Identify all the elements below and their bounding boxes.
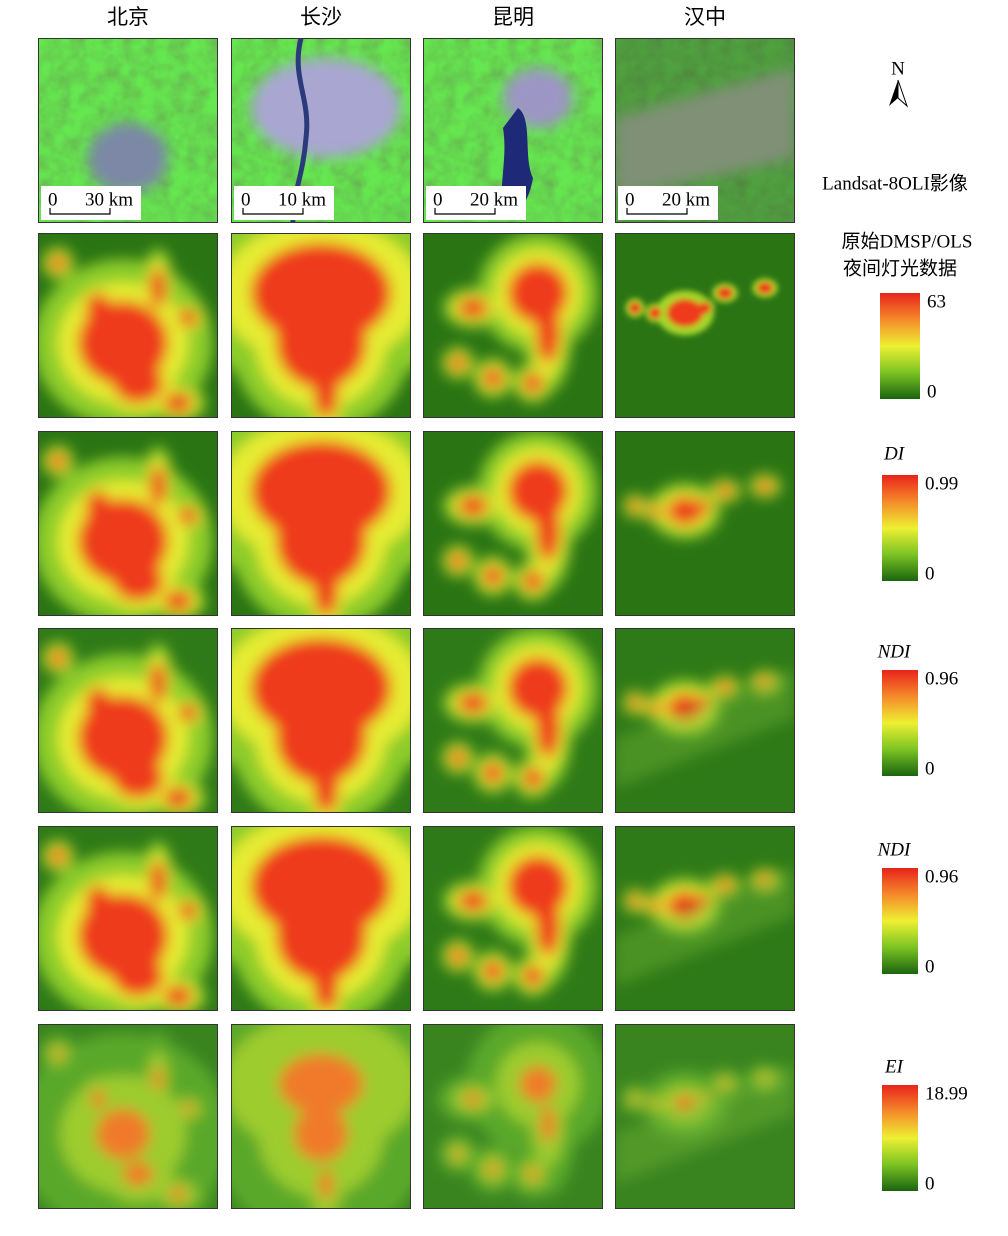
legend-max: 0.96 — [925, 866, 958, 887]
map-panel — [423, 1024, 603, 1209]
map-panel — [423, 628, 603, 813]
map-panel — [38, 431, 218, 616]
map-panel — [615, 826, 795, 1011]
column-header: 汉中 — [684, 5, 726, 29]
north-arrow: N — [889, 58, 909, 108]
legend-title: NDI — [877, 641, 912, 662]
map-panel — [231, 233, 411, 418]
map-panel — [231, 628, 411, 813]
map-panel — [615, 431, 795, 616]
legend-max: 63 — [927, 291, 946, 312]
scale-label: 20 km — [662, 189, 710, 210]
map-panel — [38, 628, 218, 813]
legend-bar — [882, 475, 918, 581]
row-label: Landsat-8OLI影像 — [822, 172, 968, 194]
map-panel — [423, 826, 603, 1011]
legend-max: 18.99 — [925, 1083, 968, 1104]
legend-title: NDI — [877, 839, 912, 860]
map-panel — [423, 431, 603, 616]
map-panel: 0 20 km — [615, 38, 795, 223]
map-panel — [38, 826, 218, 1011]
legend-max: 0.96 — [925, 668, 958, 689]
legend-max: 0.99 — [925, 473, 958, 494]
legend-bar — [882, 868, 918, 974]
map-panel: 0 20 km — [423, 38, 603, 223]
scale-label: 10 km — [278, 189, 326, 210]
map-panel — [231, 826, 411, 1011]
legend-bar — [882, 1085, 918, 1191]
legend-title: DI — [883, 443, 906, 464]
map-panel — [38, 1024, 218, 1209]
scale-zero: 0 — [241, 189, 251, 210]
legend-min: 0 — [927, 381, 937, 402]
column-header: 长沙 — [300, 5, 342, 29]
column-header: 昆明 — [492, 5, 534, 29]
scale-zero: 0 — [48, 189, 58, 210]
legend-min: 0 — [925, 563, 935, 584]
legend-min: 0 — [925, 1173, 935, 1194]
legend-min: 0 — [925, 956, 935, 977]
scale-zero: 0 — [625, 189, 635, 210]
map-panel — [615, 233, 795, 418]
map-panel — [38, 233, 218, 418]
row-label: 原始DMSP/OLS — [842, 230, 973, 252]
legend-bar — [880, 293, 920, 399]
row-label: 夜间灯光数据 — [843, 257, 957, 279]
scale-zero: 0 — [433, 189, 443, 210]
map-panel — [615, 1024, 795, 1209]
legend-title: EI — [884, 1056, 905, 1077]
map-panel — [231, 431, 411, 616]
map-panel — [423, 233, 603, 418]
legend-bar — [882, 670, 918, 776]
map-panel — [615, 628, 795, 813]
scale-label: 30 km — [85, 189, 133, 210]
scale-label: 20 km — [470, 189, 518, 210]
map-panel: 0 10 km — [231, 38, 411, 223]
map-panel: 0 30 km — [38, 38, 218, 223]
north-label: N — [891, 58, 905, 79]
column-header: 北京 — [107, 5, 149, 29]
legend-min: 0 — [925, 758, 935, 779]
map-panel — [231, 1024, 411, 1209]
